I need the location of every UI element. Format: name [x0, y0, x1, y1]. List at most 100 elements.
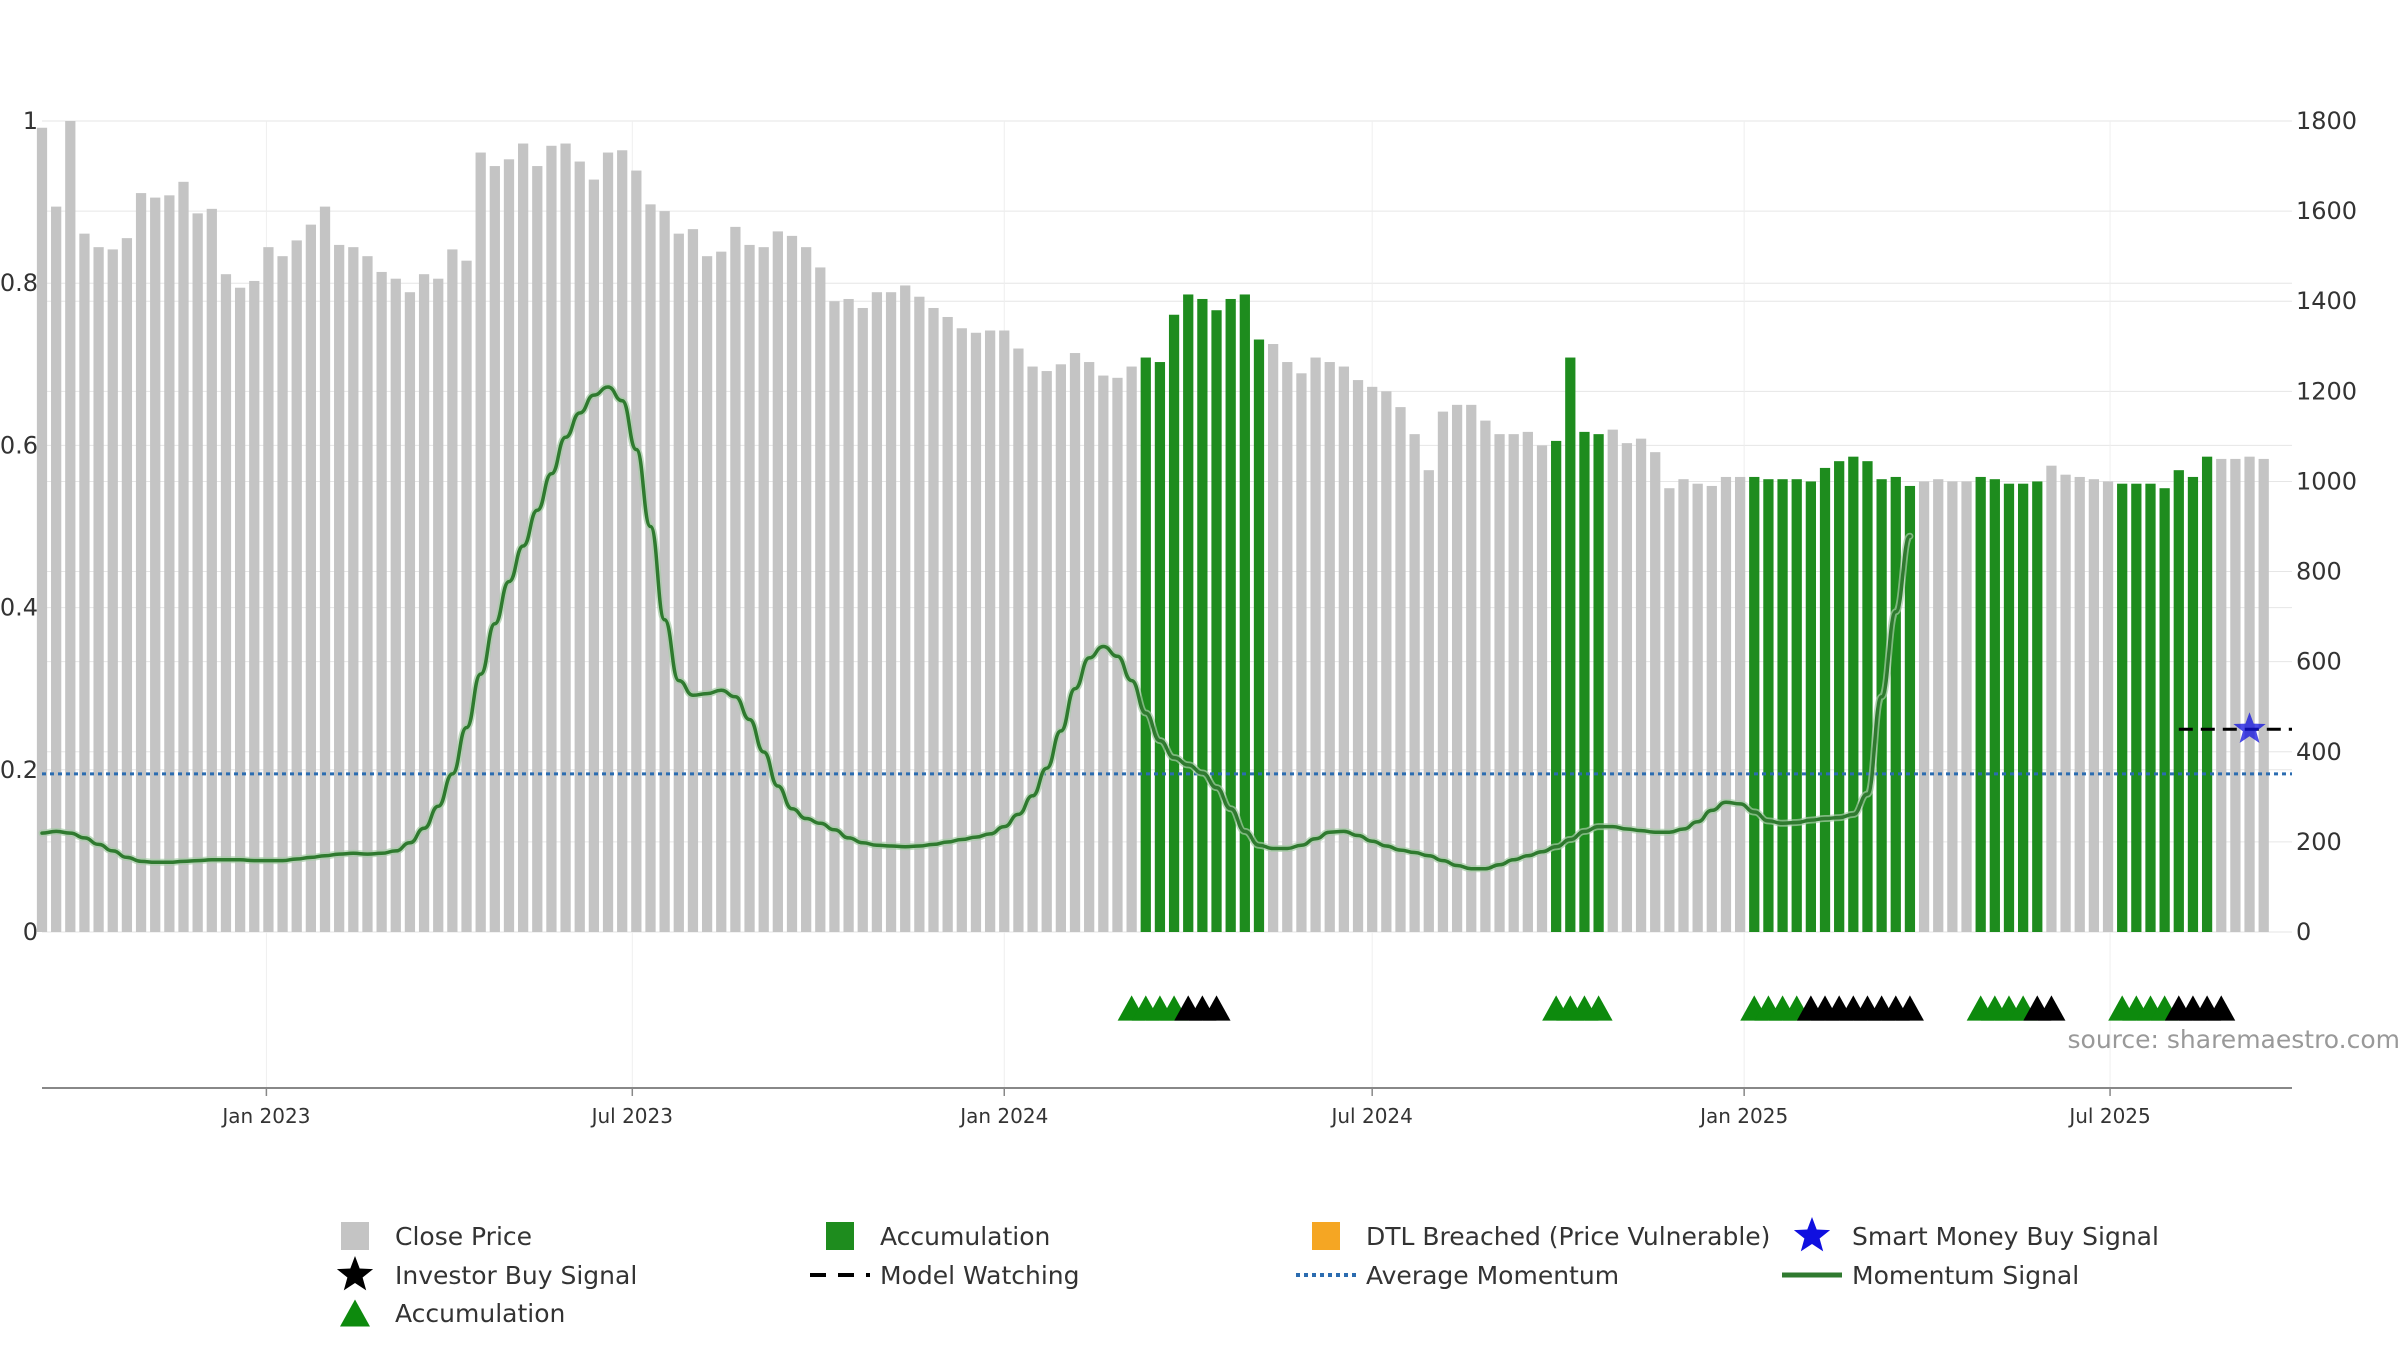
accumulation-bar [1763, 479, 1773, 932]
close-price-bar [65, 121, 75, 932]
close-price-bar [391, 279, 401, 932]
close-price-bar [1381, 391, 1391, 932]
left-tick-label: 0.2 [0, 756, 38, 784]
close-price-bar [277, 256, 287, 932]
accumulation-bar [2131, 484, 2141, 932]
close-price-bar [1693, 484, 1703, 932]
legend-star-icon [337, 1256, 373, 1290]
close-price-bar [801, 247, 811, 932]
close-price-bar [928, 308, 938, 932]
close-price-bar [1961, 481, 1971, 932]
close-price-bar [1707, 486, 1717, 932]
close-price-bar [1452, 405, 1462, 932]
close-price-bar [1310, 358, 1320, 932]
close-price-bar [2103, 481, 2113, 932]
close-price-bar [716, 252, 726, 932]
accumulation-bar [1820, 468, 1830, 932]
left-tick-label: 0.4 [0, 594, 38, 622]
accumulation-bar [1155, 362, 1165, 932]
legend-label: Accumulation [395, 1299, 565, 1328]
close-price-bar [1664, 488, 1674, 932]
legend-swatch [1312, 1222, 1340, 1250]
accumulation-bar [1579, 432, 1589, 932]
close-price-bar [688, 229, 698, 932]
accumulation-bar [1792, 479, 1802, 932]
close-price-bar [37, 128, 47, 932]
legend-item: DTL Breached (Price Vulnerable) [1312, 1222, 1770, 1251]
x-tick-label: Jul 2023 [590, 1104, 673, 1128]
accumulation-bar [1141, 358, 1151, 932]
accumulation-bar [1169, 315, 1179, 932]
right-tick-label: 0 [2296, 918, 2311, 946]
close-price-bar [999, 331, 1009, 932]
close-price-bar [546, 146, 556, 932]
close-price-bar [1070, 353, 1080, 932]
close-price-bar [759, 247, 769, 932]
close-price-bars [37, 121, 2269, 932]
close-price-bar [617, 150, 627, 932]
accumulation-bar [1183, 294, 1193, 932]
close-price-bar [348, 247, 358, 932]
close-price-bar [532, 166, 542, 932]
legend-label: Smart Money Buy Signal [1852, 1222, 2159, 1251]
legend-swatch [341, 1222, 369, 1250]
close-price-bar [178, 182, 188, 932]
accumulation-bar [1593, 434, 1603, 932]
legend-item: Accumulation [826, 1222, 1050, 1251]
accumulation-bar [1834, 461, 1844, 932]
close-price-bar [292, 240, 302, 932]
close-price-bar [1042, 371, 1052, 932]
close-price-bar [504, 159, 514, 932]
close-price-bar [674, 234, 684, 932]
close-price-bar [1098, 376, 1108, 932]
close-price-bar [193, 213, 203, 932]
close-price-bar [306, 225, 316, 932]
legend-label: Investor Buy Signal [395, 1261, 637, 1290]
close-price-bar [900, 285, 910, 932]
legend-item: Smart Money Buy Signal [1794, 1217, 2159, 1251]
left-tick-label: 0.8 [0, 269, 38, 297]
close-price-bar [1919, 481, 1929, 932]
close-price-bar [334, 245, 344, 932]
close-price-bar [1947, 481, 1957, 932]
legend-swatch [826, 1222, 854, 1250]
legend-triangle-icon [340, 1300, 370, 1327]
close-price-bar [702, 256, 712, 932]
close-price-bar [108, 249, 118, 932]
accumulation-bar [2032, 481, 2042, 932]
right-tick-label: 1000 [2296, 467, 2357, 495]
close-price-bar [1268, 344, 1278, 932]
close-price-bar [320, 207, 330, 932]
accumulation-bar [2145, 484, 2155, 932]
legend-label: Momentum Signal [1852, 1261, 2079, 1290]
accumulation-bar [1976, 477, 1986, 932]
accumulation-bar [1891, 477, 1901, 932]
legend-label: Accumulation [880, 1222, 1050, 1251]
accumulation-bar [2004, 484, 2014, 932]
close-price-bar [1339, 367, 1349, 932]
x-tick-label: Jul 2024 [1329, 1104, 1412, 1128]
close-price-bar [1410, 434, 1420, 932]
close-price-bar [1735, 477, 1745, 932]
accumulation-bar [2018, 484, 2028, 932]
accumulation-bar [1806, 481, 1816, 932]
close-price-bar [79, 234, 89, 932]
close-price-bar [476, 153, 486, 932]
close-price-bar [376, 272, 386, 932]
close-price-bar [744, 245, 754, 932]
close-price-bar [2244, 457, 2254, 932]
close-price-bar [886, 292, 896, 932]
legend-label: Model Watching [880, 1261, 1080, 1290]
close-price-bar [971, 333, 981, 932]
close-price-bar [362, 256, 372, 932]
close-price-bar [1027, 367, 1037, 932]
close-price-bar [914, 297, 924, 932]
close-price-bar [1636, 439, 1646, 932]
close-price-bar [1933, 479, 1943, 932]
source-watermark: source: sharemaestro.com [2068, 1025, 2400, 1054]
right-tick-label: 800 [2296, 558, 2342, 586]
close-price-bar [2089, 479, 2099, 932]
accumulation-bar [2160, 488, 2170, 932]
accumulation-bar [2188, 477, 2198, 932]
